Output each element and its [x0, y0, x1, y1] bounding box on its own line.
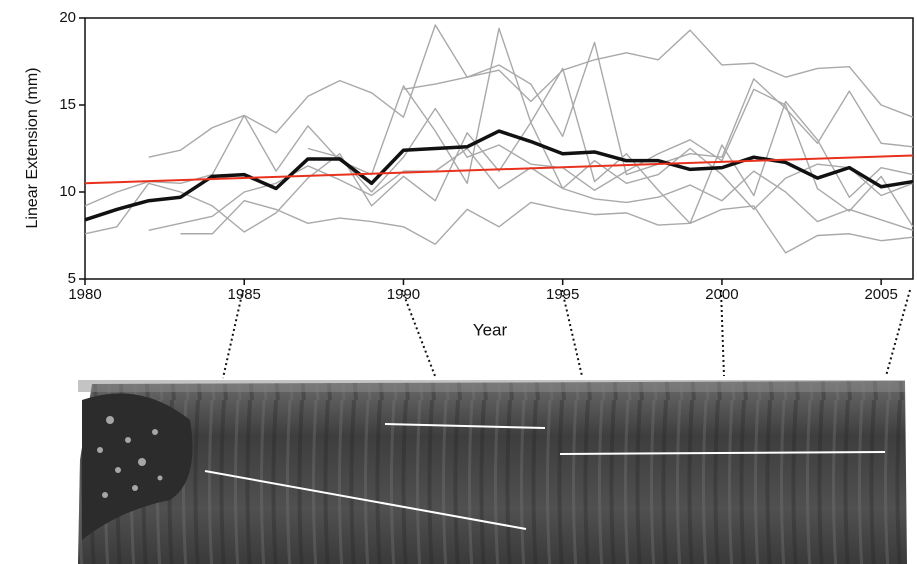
series-line	[84, 154, 914, 185]
x-tick-label: 2005	[864, 286, 897, 303]
x-tick-label: 1990	[387, 286, 420, 303]
x-tick-label: 2000	[705, 286, 738, 303]
connectors	[222, 289, 911, 379]
coral-core-image	[78, 380, 907, 564]
x-axis-label: Year	[473, 320, 508, 339]
series-line	[84, 27, 914, 211]
y-tick-label: 20	[59, 9, 76, 26]
y-axis-label: Linear Extension (mm)	[24, 68, 41, 229]
y-tick-label: 5	[68, 270, 76, 287]
series-line	[84, 67, 914, 235]
y-tick-label: 10	[59, 183, 76, 200]
x-tick-label: 1985	[228, 286, 261, 303]
y-tick-label: 15	[59, 96, 76, 113]
series-line	[148, 147, 914, 231]
x-tick-label: 1995	[546, 286, 579, 303]
series-line	[403, 41, 914, 176]
series-line	[180, 200, 914, 254]
plot-frame	[84, 17, 914, 280]
x-tick-label: 1980	[68, 286, 101, 303]
series-line	[148, 24, 914, 158]
